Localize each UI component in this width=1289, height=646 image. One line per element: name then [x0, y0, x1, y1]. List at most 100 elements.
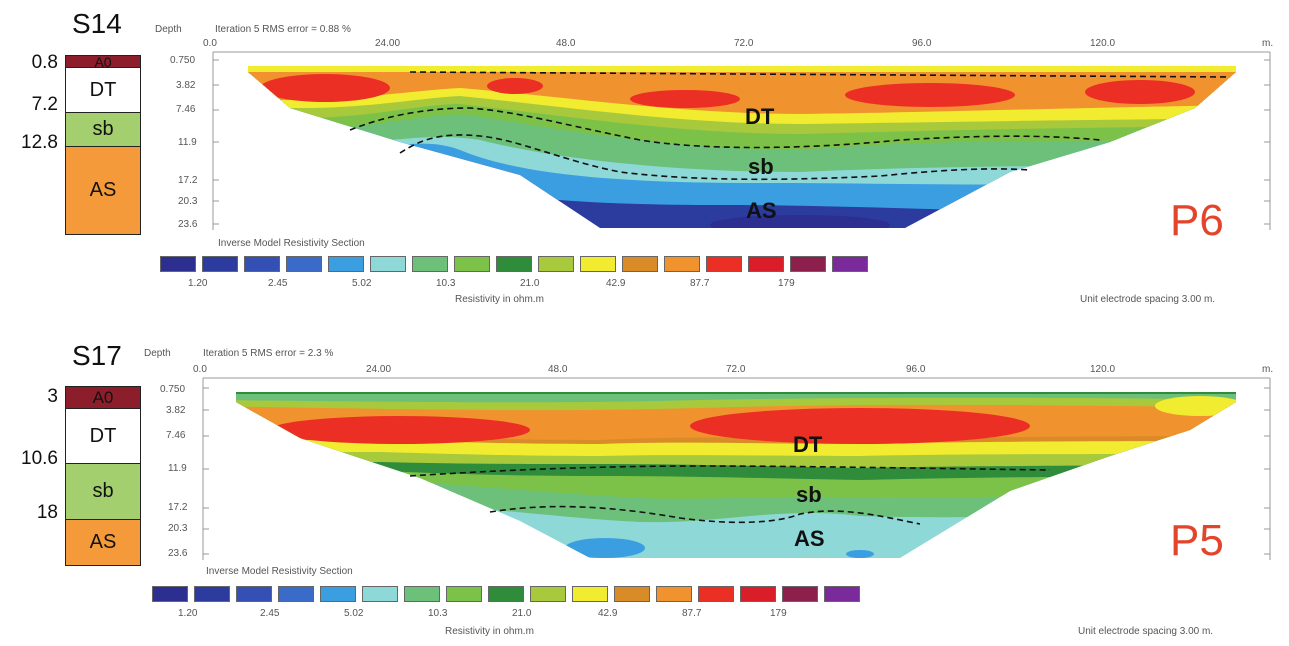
x-unit: m. — [1262, 38, 1274, 49]
colorbar-swatch — [202, 256, 238, 272]
electrode-spacing: Unit electrode spacing 3.00 m. — [1080, 294, 1216, 305]
depth-tick: 0.750 — [170, 55, 196, 66]
colorbar-swatch — [740, 586, 776, 602]
zone-label-dt: DT — [793, 432, 823, 457]
layer-sb: sb — [65, 463, 141, 520]
borehole-log: A0 DT sb AS — [65, 54, 141, 235]
profile-label: P5 — [1170, 516, 1224, 565]
zone-label-dt: DT — [745, 104, 775, 129]
colorbar-swatch — [286, 256, 322, 272]
depth-tick: 23.6 — [168, 548, 188, 559]
colorbar-swatch — [488, 586, 524, 602]
borehole-title: S14 — [72, 8, 122, 39]
x-tick: 48.0 — [548, 364, 568, 375]
interface-lines — [349, 71, 1231, 181]
colorbar-swatch — [370, 256, 406, 272]
x-tick: 0.0 — [193, 364, 207, 375]
depth-tick: 7.46 — [166, 430, 186, 441]
colorbar-tick: 42.9 — [598, 608, 618, 619]
electrode-spacing: Unit electrode spacing 3.00 m. — [1078, 626, 1214, 637]
layer-depth-a0: 3 — [47, 386, 58, 407]
layer-as: AS — [65, 146, 141, 235]
resistivity-section — [202, 377, 1271, 560]
depth-tick: 23.6 — [178, 219, 198, 230]
colorbar-swatch — [530, 586, 566, 602]
colorbar-tick: 21.0 — [512, 608, 532, 619]
borehole-title: S17 — [72, 340, 122, 371]
colorbar-swatch — [194, 586, 230, 602]
resistivity-section — [212, 51, 1271, 230]
zone-label-sb: sb — [796, 482, 822, 507]
panel-p6: S14 0.8 7.2 12.8 A0 DT sb AS Depth Itera… — [0, 0, 1289, 320]
x-tick: 120.0 — [1090, 364, 1116, 375]
colorbar-swatch — [538, 256, 574, 272]
colorbar-tick: 1.20 — [188, 278, 208, 289]
layer-depth-sb: 12.8 — [21, 132, 58, 153]
colorbar-tick: 21.0 — [520, 278, 540, 289]
colorbar-tick: 5.02 — [344, 608, 364, 619]
depth-tick: 20.3 — [168, 523, 188, 534]
colorbar-swatch — [404, 586, 440, 602]
depth-tick: 17.2 — [178, 175, 198, 186]
zone-label-sb: sb — [748, 154, 774, 179]
colorbar-swatch — [790, 256, 826, 272]
colorbar-unit: Resistivity in ohm.m — [445, 626, 534, 637]
colorbar-swatch — [656, 586, 692, 602]
layer-depth-sb: 18 — [36, 502, 58, 523]
depth-tick: 0.750 — [160, 384, 186, 395]
x-tick: 72.0 — [734, 38, 754, 49]
layer-a0: A0 — [65, 54, 141, 70]
colorbar-tick: 10.3 — [428, 608, 448, 619]
colorbar-swatch — [328, 256, 364, 272]
colorbar-swatch — [832, 256, 868, 272]
layer-as: AS — [65, 519, 141, 566]
colorbar-swatch — [614, 586, 650, 602]
layer-sb: sb — [65, 112, 141, 147]
colorbar-title: Inverse Model Resistivity Section — [218, 238, 365, 249]
colorbar-tick: 179 — [770, 608, 787, 619]
x-tick: 0.0 — [203, 38, 217, 49]
layer-depth-a0: 0.8 — [31, 52, 58, 73]
colorbar-swatch — [706, 256, 742, 272]
layer-depth-dt: 10.6 — [21, 448, 58, 469]
x-tick: 96.0 — [912, 38, 932, 49]
zone-label-as: AS — [746, 198, 777, 223]
colorbar-tick: 179 — [778, 278, 795, 289]
x-tick: 24.00 — [375, 38, 401, 49]
rms-header: Iteration 5 RMS error = 2.3 % — [203, 348, 334, 359]
panel-p5: S17 3 10.6 18 A0 DT sb AS Depth Iteratio… — [0, 326, 1289, 646]
depth-tick: 3.82 — [176, 80, 196, 91]
colorbar-swatch — [446, 586, 482, 602]
x-tick: 72.0 — [726, 364, 746, 375]
section-fill — [236, 392, 1236, 558]
colorbar-swatch — [320, 586, 356, 602]
profile-label: P6 — [1170, 196, 1224, 245]
colorbar-tick: 42.9 — [606, 278, 626, 289]
colorbar-title: Inverse Model Resistivity Section — [206, 566, 353, 577]
section-fill — [248, 66, 1236, 228]
colorbar-swatch — [454, 256, 490, 272]
colorbar-swatch — [622, 256, 658, 272]
colorbar-swatch — [152, 586, 188, 602]
zone-label-as: AS — [794, 526, 825, 551]
depth-tick: 7.46 — [176, 104, 196, 115]
x-tick: 48.0 — [556, 38, 576, 49]
colorbar-swatch — [782, 586, 818, 602]
colorbar-tick: 87.7 — [690, 278, 710, 289]
depth-tick: 20.3 — [178, 196, 198, 207]
colorbar-tick: 1.20 — [178, 608, 198, 619]
depth-tick: 11.9 — [168, 463, 187, 474]
colorbar-swatch — [496, 256, 532, 272]
depth-tick: 11.9 — [178, 137, 197, 148]
colorbar-swatch — [572, 586, 608, 602]
colorbar-swatch — [664, 256, 700, 272]
colorbar-swatch — [278, 586, 314, 602]
colorbar-swatch — [580, 256, 616, 272]
x-unit: m. — [1262, 364, 1274, 375]
colorbar — [160, 256, 870, 274]
x-tick: 120.0 — [1090, 38, 1116, 49]
colorbar-swatch — [824, 586, 860, 602]
colorbar-swatch — [748, 256, 784, 272]
colorbar-unit: Resistivity in ohm.m — [455, 294, 544, 305]
colorbar-tick: 10.3 — [436, 278, 456, 289]
